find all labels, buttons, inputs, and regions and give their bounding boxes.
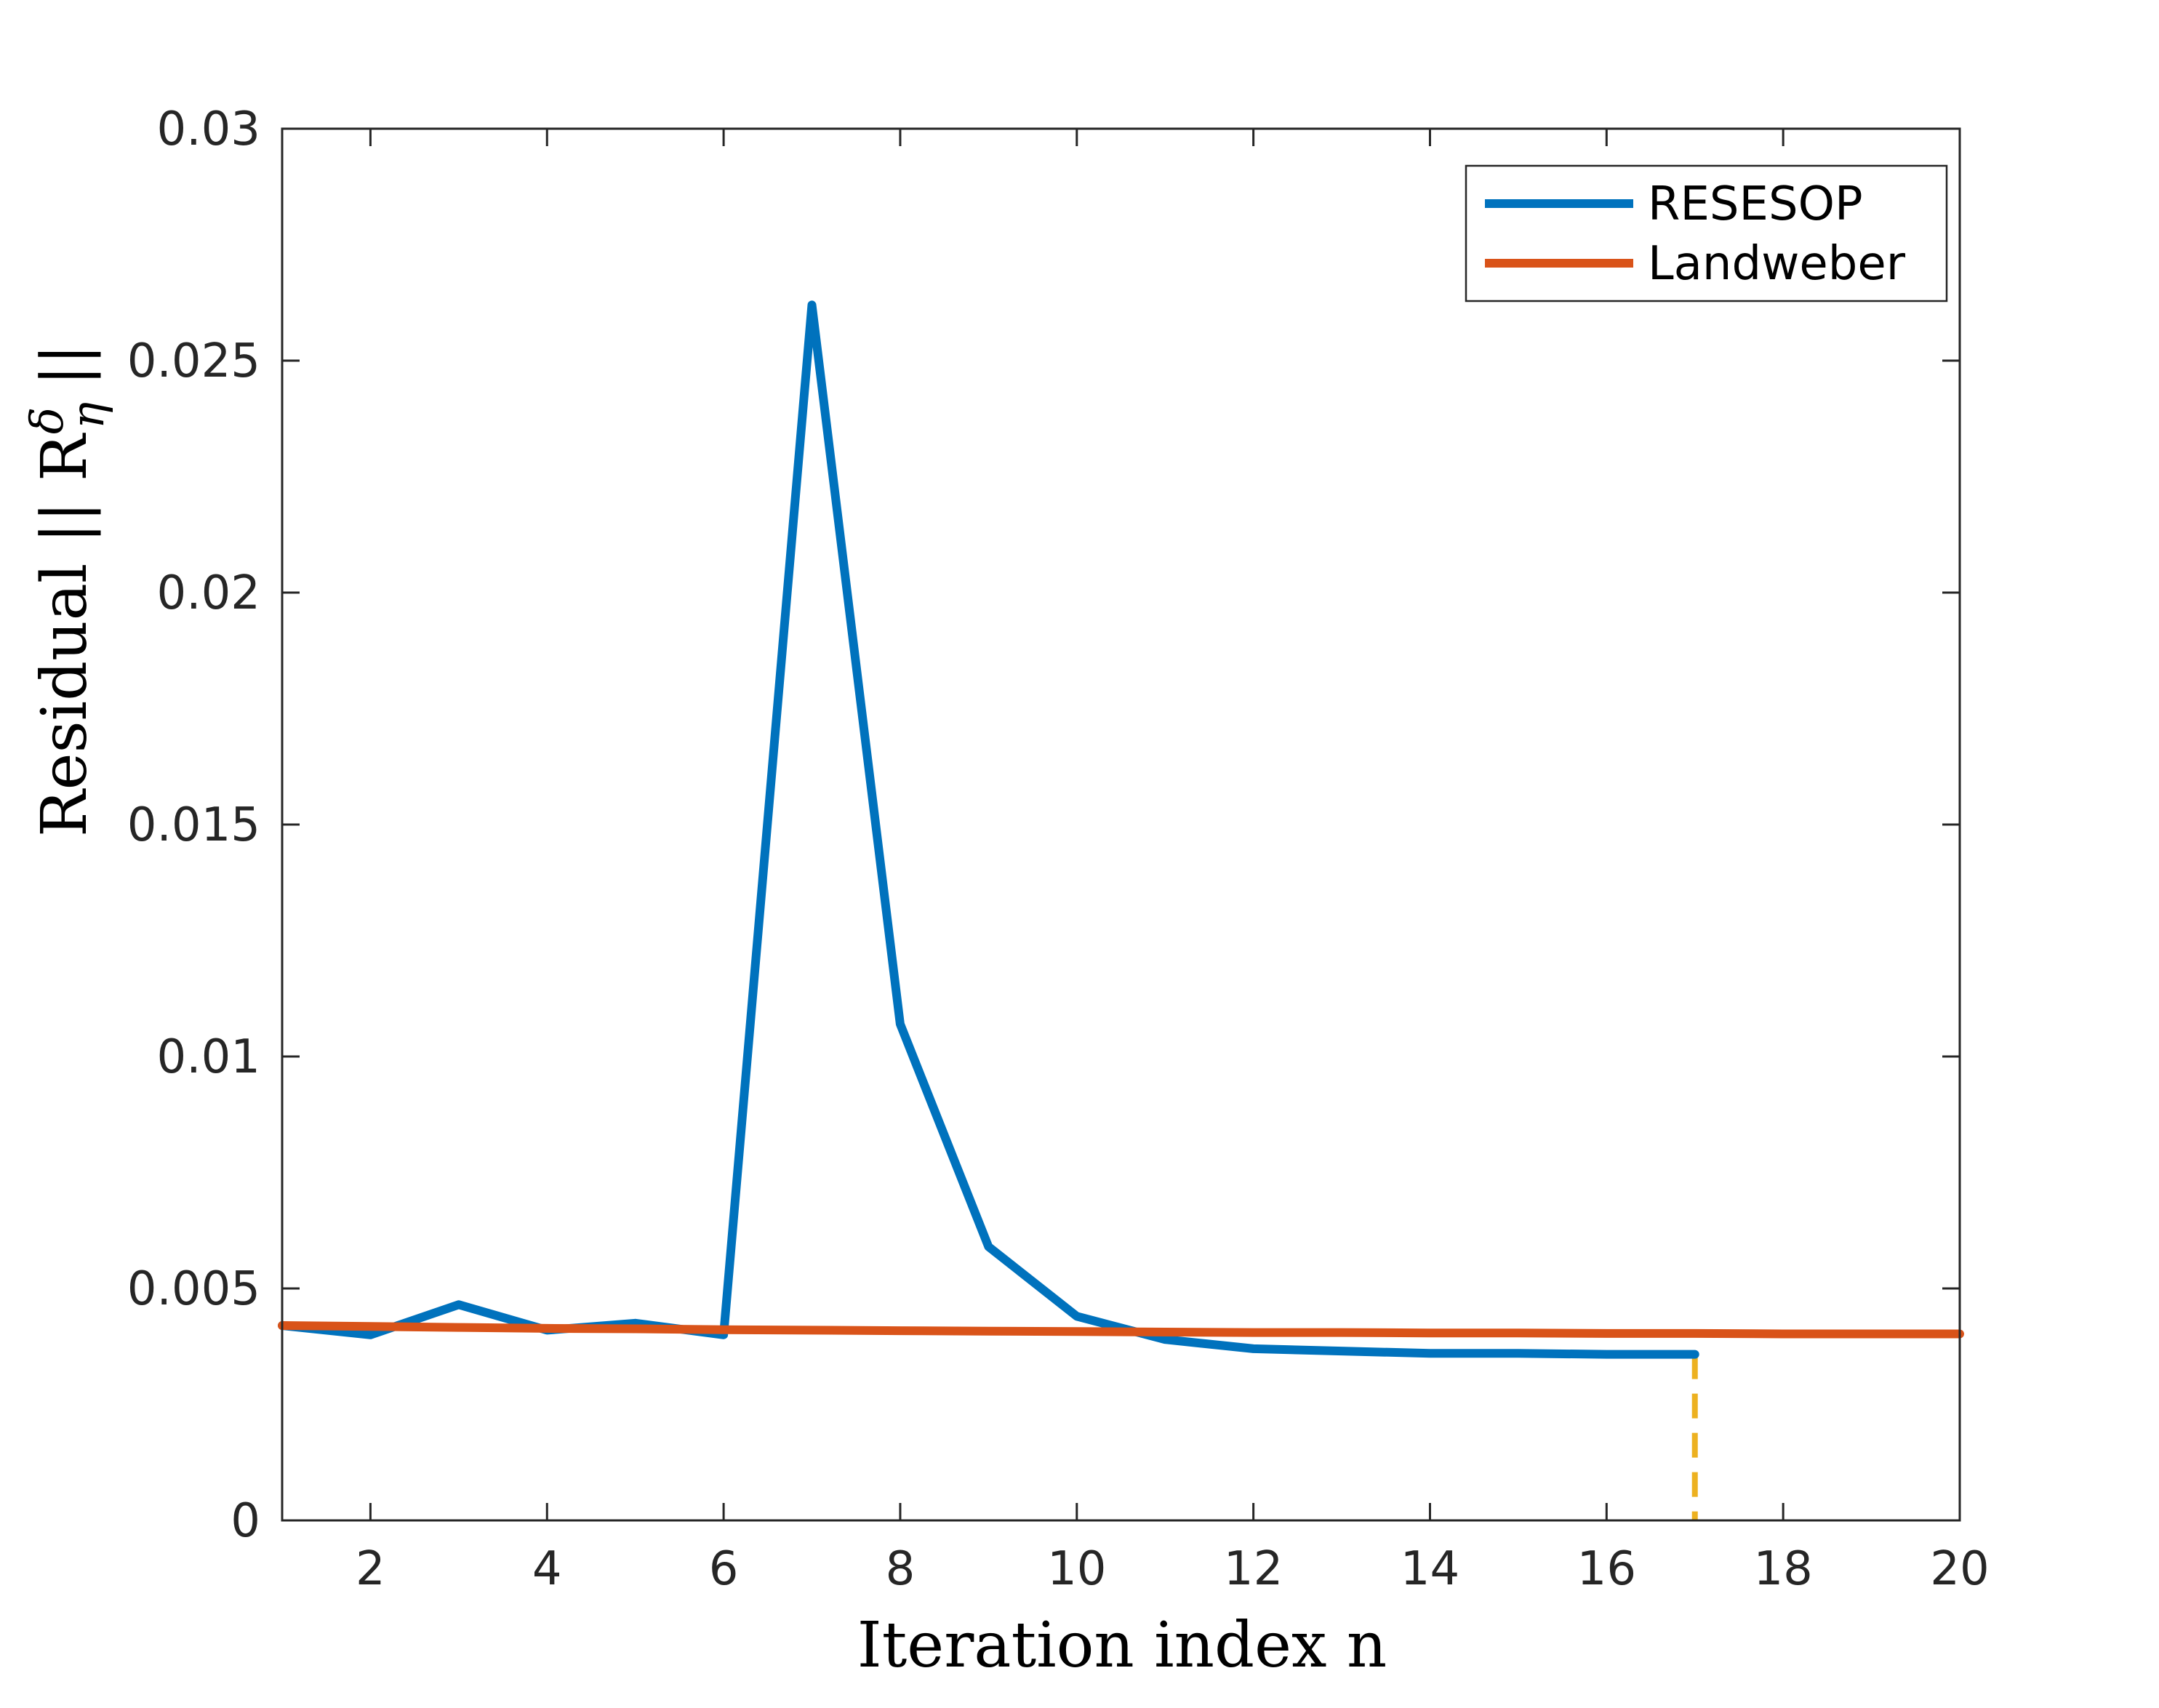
series-line-landweber [278, 1321, 1964, 1339]
series-line-resesop [278, 300, 1699, 1359]
y-tick-label: 0.01 [157, 1030, 261, 1084]
x-tick-label: 16 [1577, 1542, 1636, 1596]
y-tick-label: 0.02 [157, 566, 261, 620]
plot-area [282, 129, 1960, 1520]
x-tick-label: 18 [1753, 1542, 1812, 1596]
legend-box [1465, 164, 1948, 302]
legend-label-resesop: RESESOP [1648, 177, 1863, 231]
axes-box [281, 127, 1961, 1522]
y-tick-label: 0.005 [127, 1262, 260, 1316]
x-tick-label: 4 [532, 1542, 562, 1596]
y-axis-title-main: Residual || R [28, 433, 101, 837]
x-tick-label: 14 [1401, 1542, 1459, 1596]
x-axis-title: Iteration index n [857, 1609, 1387, 1682]
series-lines [278, 300, 1964, 1520]
y-tick-label: 0.025 [127, 334, 260, 388]
x-tick-label: 10 [1047, 1542, 1106, 1596]
x-tick-label: 20 [1930, 1542, 1989, 1596]
y-axis-title-end: || [28, 344, 101, 386]
y-axis-title-sup: δ [20, 407, 73, 434]
legend-label-landweber: Landweber [1648, 237, 1906, 291]
y-axis-title-sub: η [61, 402, 114, 429]
y-tick-label: 0.015 [127, 798, 260, 852]
y-tick-labels: 0 0.005 0.01 0.015 0.02 0.025 0.03 [127, 103, 260, 1548]
x-tick-label: 6 [709, 1542, 739, 1596]
x-tick-label: 12 [1224, 1542, 1283, 1596]
x-tick-label: 2 [356, 1542, 385, 1596]
x-tick-label: 8 [886, 1542, 916, 1596]
x-tick-labels: 2 4 6 8 10 12 14 16 18 20 [356, 1542, 1990, 1596]
y-tick-label: 0.03 [157, 103, 261, 156]
legend: RESESOP Landweber [1465, 164, 1948, 302]
y-tick-label: 0 [231, 1494, 260, 1548]
y-axis-title: Residual || Rδη || [20, 344, 114, 837]
